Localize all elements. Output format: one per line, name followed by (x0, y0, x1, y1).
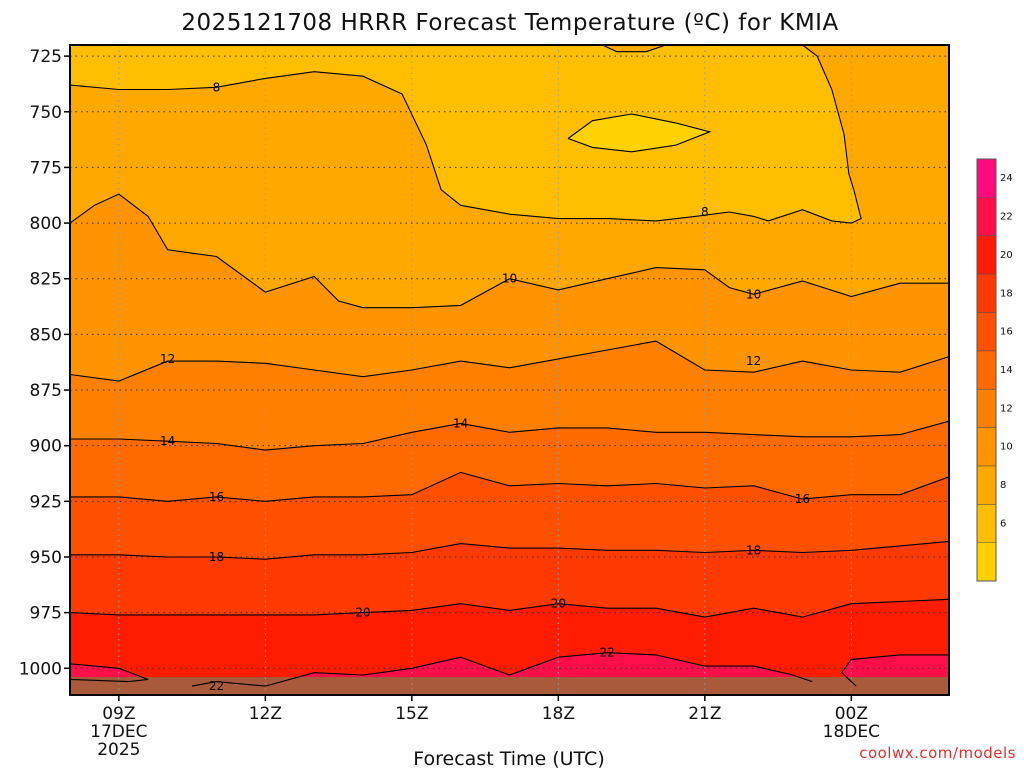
colorbar: 6 8 10 12 14 16 18 20 22 24 (976, 158, 1013, 582)
plot-frame (69, 44, 950, 696)
x-tick-label-18Z: 18Z (542, 704, 575, 724)
contour-label-18: 18 (209, 550, 224, 564)
colorbar-frame (976, 158, 997, 582)
contour-label-8: 8 (213, 80, 221, 94)
contour-label-12: 12 (160, 352, 175, 366)
colorbar-swatch (977, 312, 996, 352)
colorbar-label-24: 24 (1000, 173, 1013, 184)
y-tick-label-975: 975 (30, 604, 62, 624)
x-tick-label-09Z: 09Z (102, 704, 135, 724)
x-tick-label-00Z: 00Z (835, 704, 868, 724)
fill-band-4-6 (568, 114, 710, 152)
colorbar-label-6: 6 (1000, 518, 1006, 529)
contour-label-16: 16 (795, 492, 810, 506)
contour-lines (69, 44, 950, 687)
y-tick-label-750: 750 (30, 103, 62, 123)
colorbar-swatch (977, 235, 996, 275)
contour-label-18: 18 (746, 543, 761, 557)
x-axis-label: Forecast Time (UTC) (413, 748, 604, 768)
contour-line-8 (69, 44, 862, 224)
colorbar-swatch (977, 274, 996, 313)
contour-label-22: 22 (600, 646, 615, 660)
fill-band-6-8 (70, 45, 949, 224)
contour-label-22: 22 (209, 679, 224, 693)
colorbar-swatch (977, 504, 996, 544)
temperature-fills (70, 45, 949, 695)
chart-title: 2025121708 HRRR Forecast Temperature (ºC… (181, 10, 838, 36)
x-tick-label-21Z: 21Z (688, 704, 721, 724)
credit-text: coolwx.com/models (859, 744, 1016, 762)
contour-line-14 (70, 420, 950, 451)
contour-line-22 (840, 654, 949, 687)
colorbar-label-20: 20 (1000, 250, 1013, 261)
contour-label-12: 12 (746, 354, 761, 368)
colorbar-label-14: 14 (1000, 365, 1013, 376)
contour-label-14: 14 (453, 416, 468, 430)
contour-line-6 (567, 113, 712, 153)
y-axis: 725 750 775 800 825 850 875 900 925 950 975 1000 (19, 47, 70, 679)
y-tick-label-850: 850 (30, 325, 62, 345)
y-tick-label-825: 825 (30, 270, 62, 290)
contour-line-22 (192, 652, 813, 687)
contour-label-10: 10 (502, 272, 517, 286)
contour-line-8 (602, 44, 666, 53)
x-tick-year: 2025 (97, 740, 140, 760)
colorbar-swatch (977, 159, 996, 198)
colorbar-swatch (977, 389, 996, 429)
y-tick-label-1000: 1000 (19, 659, 62, 679)
plot-area: 8 8 10 10 12 12 14 14 16 16 18 18 20 20 22 22 (69, 44, 950, 696)
contour-label-8: 8 (701, 205, 709, 219)
colorbar-swatch (977, 465, 996, 505)
ground-surface (70, 677, 949, 695)
contour-label-20: 20 (551, 597, 566, 611)
contour-label-16: 16 (209, 490, 224, 504)
y-tick-label-725: 725 (30, 47, 62, 67)
contour-line-10 (69, 193, 949, 309)
colorbar-swatch (977, 350, 996, 390)
contour-label-14: 14 (160, 434, 175, 448)
contour-label-20: 20 (355, 606, 370, 620)
contour-label-10: 10 (746, 287, 761, 301)
x-tick-date: 18DEC (823, 722, 880, 742)
contour-labels: 8 8 10 10 12 12 14 14 16 16 18 18 20 20 22 22 (160, 80, 810, 693)
colorbar-label-12: 12 (1000, 403, 1013, 414)
colorbar-label-22: 22 (1000, 212, 1013, 223)
y-tick-label-775: 775 (30, 158, 62, 178)
colorbar-label-8: 8 (1000, 480, 1006, 491)
colorbar-swatch (977, 542, 996, 582)
colorbar-label-16: 16 (1000, 327, 1013, 338)
colorbar-label-10: 10 (1000, 442, 1013, 453)
x-tick-label-12Z: 12Z (249, 704, 282, 724)
contour-line-20 (69, 598, 950, 618)
colorbar-swatch (977, 427, 996, 467)
colorbar-label-18: 18 (1000, 288, 1013, 299)
contour-line-18 (70, 540, 950, 560)
x-tick-date: 17DEC (90, 722, 147, 742)
y-tick-label-875: 875 (30, 381, 62, 401)
y-tick-label-900: 900 (30, 437, 62, 457)
contour-line-16 (70, 471, 950, 502)
contour-line-12 (69, 340, 950, 382)
x-tick-label-15Z: 15Z (395, 704, 428, 724)
y-tick-label-800: 800 (30, 214, 62, 234)
y-tick-label-950: 950 (30, 548, 62, 568)
contour-line-22 (69, 663, 149, 683)
colorbar-swatch (977, 197, 996, 237)
y-tick-label-925: 925 (30, 492, 62, 512)
